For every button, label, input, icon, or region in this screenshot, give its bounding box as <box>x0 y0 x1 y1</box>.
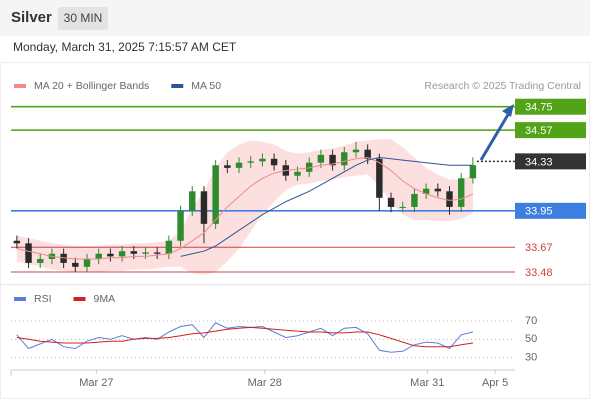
candle-body <box>118 251 126 257</box>
candle-body <box>411 193 418 207</box>
target-arrowhead <box>502 104 514 117</box>
candle-body <box>469 165 477 179</box>
candle-body <box>107 253 114 257</box>
candle-body <box>376 158 383 198</box>
candle-body <box>235 162 243 168</box>
candle-body <box>95 253 102 259</box>
interval: 30 MIN <box>64 11 103 25</box>
moving-average <box>180 156 473 257</box>
legend-label: MA 50 <box>191 80 221 92</box>
candle-body <box>352 149 360 153</box>
legend-swatch <box>14 297 26 301</box>
candle-body <box>446 191 453 207</box>
candle-body <box>422 188 430 194</box>
candle-body <box>130 251 137 254</box>
candle-body <box>317 154 325 163</box>
instrument-title: Silver <box>11 9 52 26</box>
candle-body <box>200 191 208 224</box>
bollinger-band <box>16 139 473 275</box>
candle-body <box>25 243 32 263</box>
candle-body <box>83 258 91 267</box>
candle-body <box>165 240 173 254</box>
level-label: 34.33 <box>525 156 553 168</box>
x-tick-label: Mar 28 <box>248 377 282 389</box>
y-tick-label: 30 <box>525 352 537 364</box>
candle-body <box>457 178 465 207</box>
legend-label: RSI <box>34 293 52 305</box>
level-label-box <box>515 202 586 219</box>
legend-label: 9MA <box>94 293 116 305</box>
y-tick-label: 70 <box>525 315 537 327</box>
candle-body <box>270 158 278 166</box>
interval-badge <box>58 7 108 30</box>
rsi-line <box>16 322 474 353</box>
rsi-line <box>16 326 473 348</box>
legend-swatch <box>14 84 26 88</box>
source: Research © 2025 Trading Central <box>424 80 581 92</box>
candle-body <box>224 165 231 168</box>
level-label: 34.57 <box>525 125 553 137</box>
candle-body <box>13 240 21 244</box>
timestamp: Monday, March 31, 2025 7:15:57 AM CET <box>13 40 237 54</box>
candle-body <box>294 171 301 176</box>
candle-body <box>434 188 442 192</box>
candle-body <box>259 158 266 162</box>
x-tick-label: Apr 5 <box>482 377 508 389</box>
candle-body <box>305 162 313 172</box>
target-arrow <box>479 112 511 161</box>
x-tick-label: Mar 31 <box>410 377 444 389</box>
candle-body <box>399 206 406 208</box>
candle-body <box>247 161 254 163</box>
candle-body <box>341 152 348 166</box>
rsi-panel: RSI 9MA 70 50 30 Mar 27 Mar 28 Mar 31 Apr 5 <box>0 284 590 389</box>
candle-body <box>153 252 161 254</box>
level-label: 33.95 <box>525 206 553 218</box>
legend-swatch <box>73 297 86 301</box>
price-panel: MA 20 + Bollinger Bands MA 50 34.75 34.57 34… <box>11 80 586 279</box>
candle-body <box>72 262 79 267</box>
candle-body <box>37 258 44 263</box>
x-tick-label: Mar 27 <box>79 377 113 389</box>
candle-body <box>60 253 67 263</box>
level-label: 34.75 <box>525 102 553 114</box>
level-label: 33.48 <box>525 267 553 279</box>
candle-body <box>364 149 371 159</box>
y-tick-label: 50 <box>525 333 537 345</box>
candle-body <box>177 210 184 241</box>
level-label-box <box>515 98 586 115</box>
legend-label: MA 20 + Bollinger Bands <box>34 80 149 92</box>
level-label: 33.67 <box>525 242 553 254</box>
moving-average <box>16 156 474 260</box>
level-label-box <box>515 122 586 139</box>
legend-swatch <box>171 84 184 88</box>
candle-body <box>189 191 196 211</box>
candle-body <box>387 197 395 207</box>
level-label-box <box>515 153 586 170</box>
candle-body <box>212 165 219 224</box>
candle-body <box>329 154 336 166</box>
candle-body <box>142 252 149 254</box>
